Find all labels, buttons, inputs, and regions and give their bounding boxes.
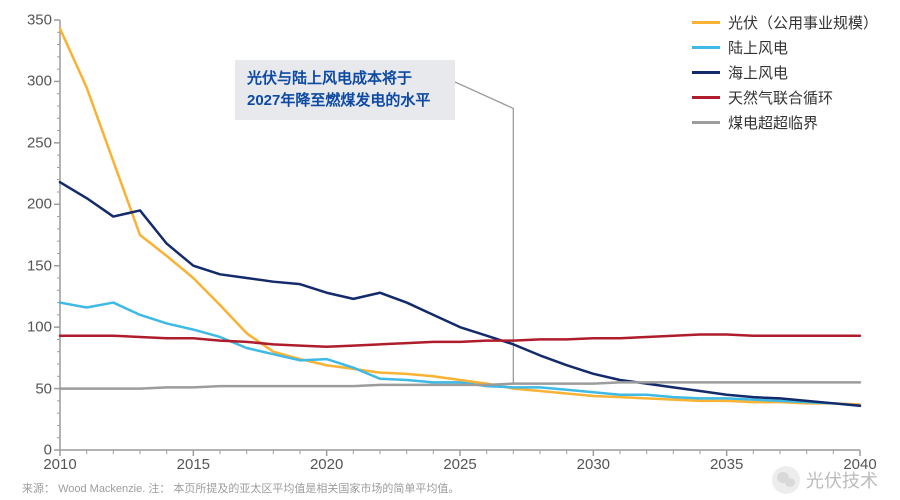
legend-item-coal_usc: 煤电超超临界	[692, 112, 878, 133]
x-tick-label: 2025	[443, 456, 476, 473]
legend-swatch	[692, 96, 720, 99]
x-tick-label: 2035	[710, 456, 743, 473]
legend-item-onshore_wind: 陆上风电	[692, 37, 878, 58]
legend-label: 陆上风电	[728, 37, 788, 58]
annotation-box: 光伏与陆上风电成本将于2027年降至燃煤发电的水平	[235, 60, 455, 120]
series-onshore_wind	[60, 303, 860, 406]
x-tick-label: 2015	[177, 456, 210, 473]
y-tick-label: 250	[27, 134, 52, 151]
footer-note: 来源： Wood Mackenzie. 注： 本页所提及的亚太区平均值是相关国家…	[22, 480, 459, 496]
legend-label: 煤电超超临界	[728, 112, 818, 133]
legend: 光伏（公用事业规模） 陆上风电海上风电天然气联合循环煤电超超临界	[692, 12, 878, 137]
legend-item-ccgt: 天然气联合循环	[692, 87, 878, 108]
footer-note-prefix: 注：	[148, 483, 170, 495]
legend-label: 光伏（公用事业规模）	[728, 12, 878, 33]
chart-container: 0501001502002503003502010201520202025203…	[0, 0, 900, 500]
series-ccgt	[60, 335, 860, 347]
footer-source: Wood Mackenzie.	[58, 483, 145, 495]
y-tick-label: 100	[27, 319, 52, 336]
series-offshore_wind	[60, 182, 860, 406]
legend-swatch	[692, 21, 720, 24]
watermark-label: 光伏技术	[806, 467, 878, 493]
x-tick-label: 2010	[43, 456, 76, 473]
x-tick-label: 2030	[577, 456, 610, 473]
x-tick-label: 2020	[310, 456, 343, 473]
legend-swatch	[692, 121, 720, 124]
footer-note-text: 本页所提及的亚太区平均值是相关国家市场的简单平均值。	[173, 483, 459, 495]
y-tick-label: 350	[27, 12, 52, 29]
legend-label: 天然气联合循环	[728, 87, 833, 108]
y-tick-label: 200	[27, 196, 52, 213]
footer-source-prefix: 来源：	[22, 483, 55, 495]
watermark: 光伏技术	[772, 466, 878, 494]
y-tick-label: 150	[27, 257, 52, 274]
legend-swatch	[692, 46, 720, 49]
legend-swatch	[692, 71, 720, 74]
legend-label: 海上风电	[728, 62, 788, 83]
y-tick-label: 50	[35, 380, 52, 397]
legend-item-offshore_wind: 海上风电	[692, 62, 878, 83]
y-tick-label: 300	[27, 73, 52, 90]
wechat-icon	[772, 466, 800, 494]
legend-item-pv: 光伏（公用事业规模）	[692, 12, 878, 33]
